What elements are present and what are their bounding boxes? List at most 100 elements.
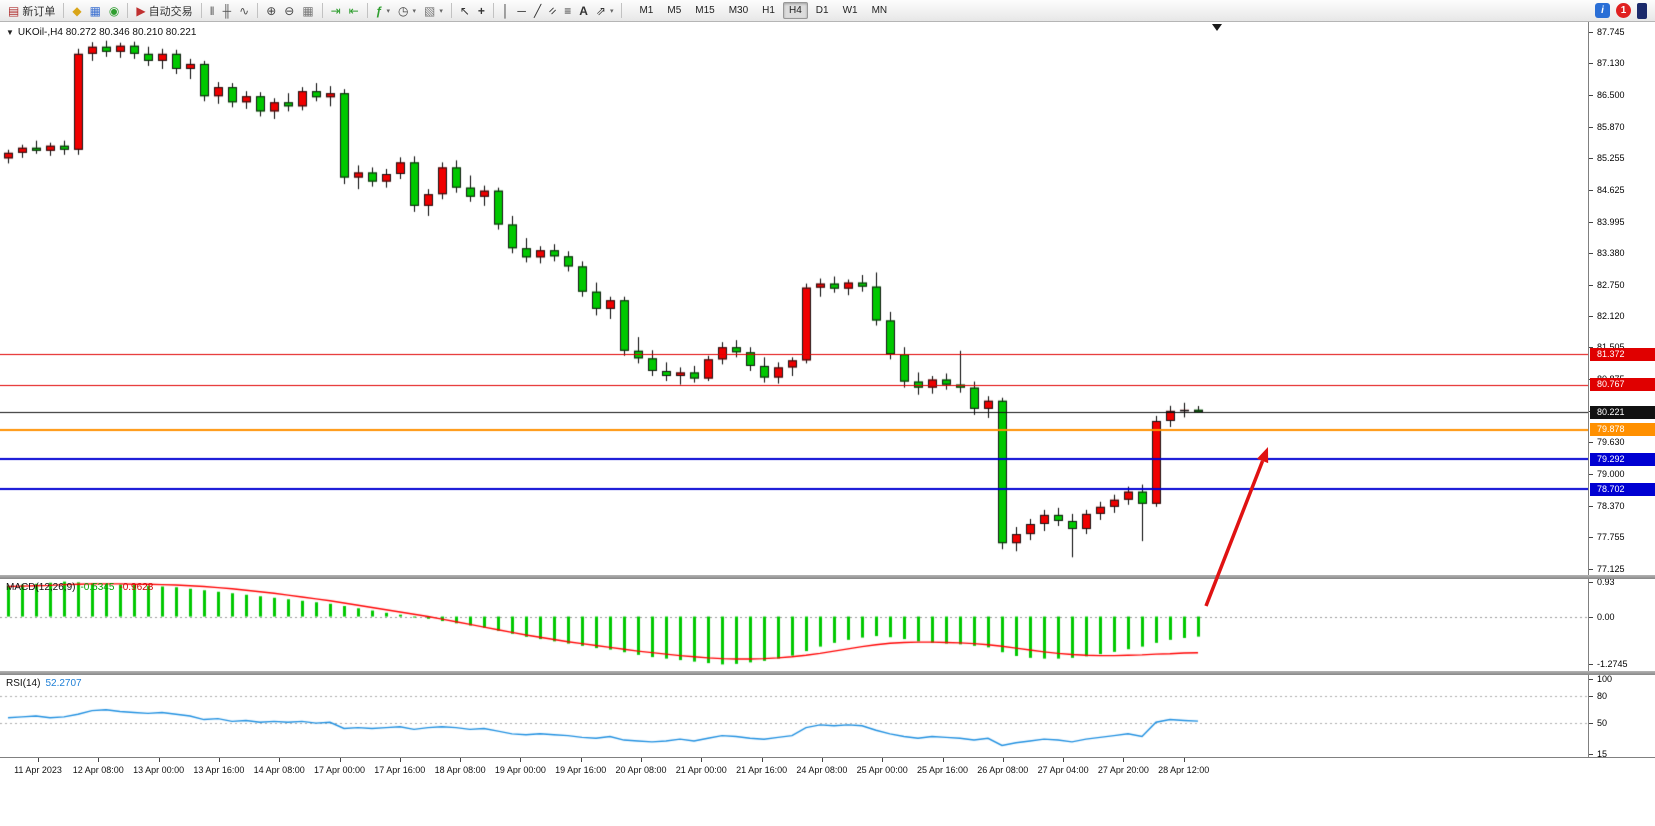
macd-axis-tick <box>1589 582 1593 583</box>
rsi-axis-tick <box>1589 723 1593 724</box>
timeframe-h4[interactable]: H4 <box>782 2 808 19</box>
symbol-dropdown-icon[interactable]: ▼ <box>6 28 14 37</box>
time-axis-tick <box>400 758 401 762</box>
time-axis-label: 19 Apr 16:00 <box>555 765 607 775</box>
time-axis-label: 21 Apr 16:00 <box>736 765 788 775</box>
templates-button[interactable]: ▧ ▾ <box>420 1 447 21</box>
toolbar-separator <box>366 3 368 18</box>
line-chart-button[interactable]: ∿ <box>235 1 253 21</box>
rsi-value: 52.2707 <box>45 678 82 689</box>
horizontal-line-button[interactable]: ─ <box>513 1 530 21</box>
text-button[interactable]: A <box>575 1 592 21</box>
trendline-icon: ╱ <box>533 3 542 18</box>
time-axis-tick <box>520 758 521 762</box>
rsi-canvas[interactable] <box>0 675 1588 757</box>
macd-axis-tick <box>1589 617 1593 618</box>
channel-button[interactable]: = <box>545 1 560 21</box>
fibonacci-icon: ≡ <box>564 3 572 18</box>
chart-shift-button[interactable]: ⇤ <box>345 1 363 21</box>
time-axis-tick <box>1003 758 1004 762</box>
timeframe-d1[interactable]: D1 <box>815 5 829 16</box>
timeframe-group: M1 M5 M15 M30 H1 H4 D1 W1 MN <box>632 2 894 19</box>
price-axis-tick <box>1589 506 1593 507</box>
channel-icon: = <box>545 3 561 18</box>
window-corner-icon <box>1637 2 1647 19</box>
panel-separator[interactable] <box>0 575 1655 579</box>
macd-header: MACD(12,26,9) -0.5345 -0.9628 <box>6 582 153 593</box>
main-chart-canvas[interactable] <box>0 22 1588 575</box>
price-axis-label: 85.870 <box>1597 122 1625 133</box>
time-axis-label: 17 Apr 16:00 <box>374 765 426 775</box>
price-axis-label: 85.255 <box>1597 153 1625 164</box>
time-axis-tick <box>762 758 763 762</box>
time-axis-tick <box>460 758 461 762</box>
price-axis-tick <box>1589 222 1593 223</box>
rsi-axis-label: 100 <box>1597 673 1613 684</box>
timeframe-m30[interactable]: M30 <box>728 5 749 16</box>
fibonacci-button[interactable]: ≡ <box>560 1 575 21</box>
chart-shift-marker-icon[interactable] <box>1212 24 1222 31</box>
templates-icon: ▧ <box>423 3 436 18</box>
time-axis-label: 28 Apr 12:00 <box>1158 765 1210 775</box>
macd-main-value: -0.5345 <box>80 582 115 593</box>
crosshair-button[interactable]: + <box>474 1 489 21</box>
rsi-axis-tick <box>1589 754 1593 755</box>
timeframe-w1[interactable]: W1 <box>842 5 858 16</box>
vertical-line-button[interactable]: │ <box>498 1 514 21</box>
zoom-out-icon: ⊖ <box>284 3 295 18</box>
time-axis[interactable]: 11 Apr 2023 12 Apr 08:00 13 Apr 00:00 13 Ap… <box>0 757 1655 781</box>
time-axis-tick <box>38 758 39 762</box>
cursor-button[interactable]: ↖ <box>456 1 474 21</box>
auto-scroll-button[interactable]: ⇥ <box>327 1 345 21</box>
timeframe-m1[interactable]: M1 <box>639 5 654 16</box>
new-order-button[interactable]: ▤ 新订单 <box>4 1 59 21</box>
time-axis-tick <box>279 758 280 762</box>
periods-button[interactable]: ◷ ▾ <box>394 1 420 21</box>
chevron-down-icon: ▾ <box>386 7 390 15</box>
timeframe-m5[interactable]: M5 <box>667 5 682 16</box>
bar-chart-icon: ‖ <box>209 3 215 18</box>
notification-badge[interactable]: 1 <box>1616 3 1631 18</box>
chart-shift-icon: ⇤ <box>348 3 359 18</box>
navigator-button[interactable]: ◉ <box>105 1 123 21</box>
time-axis-label: 27 Apr 04:00 <box>1037 765 1089 775</box>
time-axis-tick <box>581 758 582 762</box>
autotrading-button[interactable]: ▶ 自动交易 <box>132 1 196 21</box>
navigator-icon: ◉ <box>108 3 120 18</box>
time-axis-tick <box>701 758 702 762</box>
price-tag: 80.767 <box>1590 378 1655 392</box>
time-axis-label: 14 Apr 08:00 <box>253 765 305 775</box>
data-window-button[interactable]: ▦ <box>86 1 105 21</box>
zoom-out-button[interactable]: ⊖ <box>280 1 298 21</box>
arrows-button[interactable]: ⇗ ▾ <box>592 1 618 21</box>
tile-windows-button[interactable]: ▦ <box>298 1 317 21</box>
toolbar-separator <box>257 3 259 18</box>
macd-title: MACD(12,26,9) <box>6 582 76 593</box>
periods-icon: ◷ <box>397 3 409 18</box>
zoom-in-button[interactable]: ⊕ <box>262 1 280 21</box>
timeframe-h1[interactable]: H1 <box>762 5 775 16</box>
market-watch-button[interactable]: ◆ <box>68 1 85 21</box>
bar-chart-button[interactable]: ‖ <box>206 1 219 21</box>
trendline-button[interactable]: ╱ <box>530 1 545 21</box>
timeframe-m15[interactable]: M15 <box>695 5 715 16</box>
macd-axis-tick <box>1589 664 1593 665</box>
candlestick-button[interactable]: ╫ <box>219 1 236 21</box>
macd-axis-label: 0.00 <box>1597 611 1615 622</box>
time-axis-label: 11 Apr 2023 <box>14 765 62 775</box>
price-axis-tick <box>1589 32 1593 33</box>
price-axis-label: 79.000 <box>1597 468 1625 479</box>
indicators-button[interactable]: ƒ ▾ <box>372 1 394 21</box>
rsi-axis-label: 15 <box>1597 749 1608 760</box>
chevron-down-icon: ▾ <box>412 7 416 15</box>
macd-canvas[interactable] <box>0 579 1588 671</box>
time-axis-label: 25 Apr 00:00 <box>856 765 908 775</box>
community-icon[interactable]: i <box>1595 3 1610 18</box>
price-axis-label: 87.745 <box>1597 27 1625 38</box>
price-axis[interactable]: 87.745 87.130 86.500 85.870 85.255 84.625 83.9… <box>1588 22 1655 760</box>
panel-separator[interactable] <box>0 671 1655 675</box>
price-tag: 81.372 <box>1590 347 1655 361</box>
toolbar-right: i 1 <box>1595 2 1651 19</box>
timeframe-mn[interactable]: MN <box>871 5 888 16</box>
time-axis-label: 27 Apr 20:00 <box>1097 765 1149 775</box>
